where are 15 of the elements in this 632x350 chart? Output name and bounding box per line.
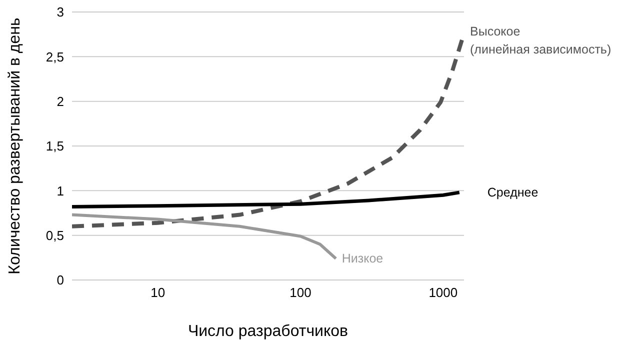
x-axis-title: Число разработчиков — [188, 323, 348, 340]
series-label: Высокое (линейная зависимость) — [470, 24, 612, 56]
y-tick-label: 0 — [56, 272, 64, 288]
y-tick-label: 1,5 — [46, 138, 64, 154]
y-tick-label: 2,5 — [46, 49, 64, 64]
y-axis-title: Количество развертываний в день — [6, 18, 24, 274]
x-tick-label: 100 — [290, 285, 312, 300]
x-tick-label: 1000 — [428, 285, 458, 300]
y-tick-label: 0,5 — [46, 228, 64, 243]
y-tick-label: 3 — [56, 4, 64, 20]
text: Среднее — [487, 185, 538, 200]
series-label: Низкое — [342, 252, 384, 266]
x-tick-label: 10 — [150, 285, 166, 300]
y-tick-label: 2 — [56, 94, 64, 109]
y-tick-label: 1 — [56, 183, 64, 198]
